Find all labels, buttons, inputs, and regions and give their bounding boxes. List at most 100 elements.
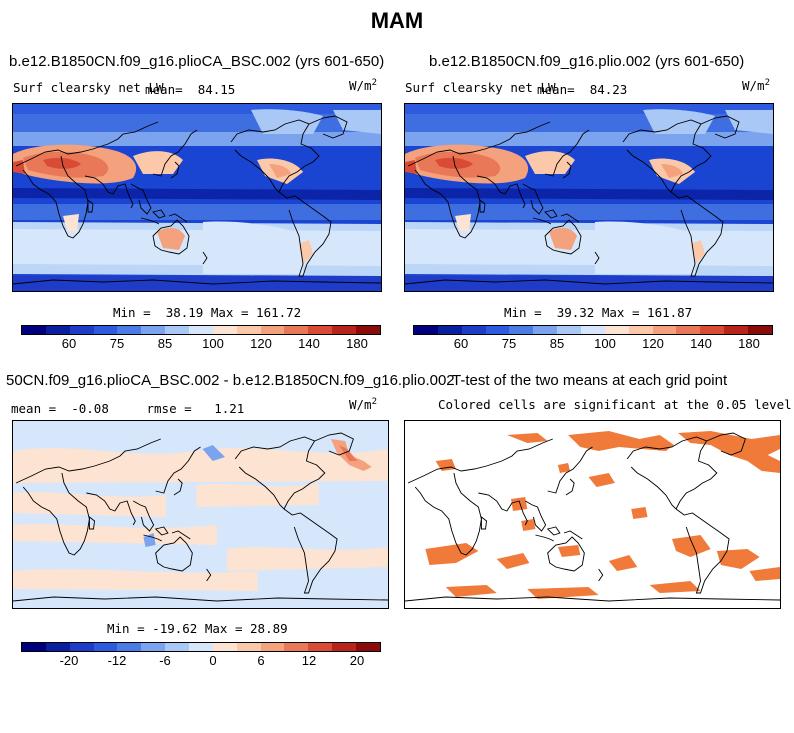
colorbar-swatch [117,643,142,651]
panel4-subtitle: Colored cells are significant at the 0.0… [438,397,792,412]
panel1-field-plot [13,104,381,291]
colorbar-swatch [117,326,142,334]
panel3-mean-label: mean = [11,401,57,416]
panel1-units-text: W/m [349,78,372,94]
colorbar-swatch [93,326,118,334]
colorbar-tick-label: -20 [59,653,79,668]
panel3-minmax: Min = -19.62 Max = 28.89 [107,621,288,636]
colorbar-tick-label: -6 [159,653,171,668]
panel1-mean-label: mean= [145,82,183,97]
panel3-rmse-label: rmse = [146,401,192,416]
colorbar-swatch [165,326,190,334]
colorbar-swatch [69,326,94,334]
panel1-units-exp: 2 [371,78,377,88]
colorbar-swatch [236,643,261,651]
colorbar-swatch [236,326,261,334]
colorbar-swatch [581,326,605,334]
panel2-max-value: 161.87 [647,305,693,320]
colorbar-swatch [22,643,46,651]
panel3-rmse-value: 1.21 [214,401,245,416]
panel2-field-label: Surf clearsky net LW [405,80,556,95]
colorbar-swatch [557,326,582,334]
colorbar-tick-label: 85 [157,336,173,351]
panel4-title: T-test of the two means at each grid poi… [452,372,728,389]
panel2-colorbar-ticks: 60 75 85 100 120 140 180 [413,336,773,354]
colorbar-swatch [141,643,166,651]
colorbar-swatch [356,326,380,334]
panel3-colorbar [21,642,381,652]
panel2-minmax: Min = 39.32 Max = 161.87 [504,305,692,320]
panel3-stats: mean = -0.08 rmse = 1.21 [11,401,244,416]
panel1-colorbar-ticks: 60 75 85 100 120 140 180 [21,336,381,354]
panel3-mean-value: -0.08 [71,401,109,416]
colorbar-tick-label: 60 [453,336,469,351]
colorbar-swatch [724,326,749,334]
colorbar-swatch [284,326,309,334]
colorbar-tick-label: 120 [250,336,272,351]
panel2-units: W/m2 [742,78,770,93]
panel2-min-label: Min = [504,305,542,320]
panel4-ttest-plot [405,421,780,608]
colorbar-swatch [332,326,357,334]
colorbar-swatch [141,326,166,334]
panel1-map [12,103,382,292]
colorbar-swatch [93,643,118,651]
panel2-units-exp: 2 [764,78,770,88]
colorbar-swatch [22,326,46,334]
panel2-colorbar [413,325,773,335]
colorbar-swatch [260,326,285,334]
colorbar-tick-label: 6 [257,653,265,668]
figure-title: MAM [370,8,424,33]
panel2-min-value: 39.32 [556,305,595,320]
colorbar-swatch [332,643,357,651]
colorbar-tick-label: 140 [298,336,320,351]
panel3-max-label: Max = [204,621,243,636]
colorbar-swatch [356,643,380,651]
colorbar-swatch [189,643,213,651]
colorbar-swatch [485,326,510,334]
panel1-max-value: 161.72 [256,305,302,320]
panel3-units-exp: 2 [371,397,377,407]
colorbar-tick-label: 0 [209,653,217,668]
panel3-colorbar-ticks: -20 -12 -6 0 6 12 20 [21,653,381,671]
colorbar-swatch [45,326,70,334]
colorbar-swatch [308,643,333,651]
panel3-min-label: Min = [107,621,145,636]
colorbar-tick-label: 85 [549,336,565,351]
panel1-title: b.e12.B1850CN.f09_g16.plioCA_BSC.002 (yr… [9,53,385,70]
colorbar-swatch [212,326,237,334]
colorbar-swatch [212,643,237,651]
panel3-max-value: 28.89 [250,621,288,636]
panel1-field-label: Surf clearsky net LW [13,80,164,95]
colorbar-swatch [676,326,701,334]
panel3-title: 50CN.f09_g16.plioCA_BSC.002 - b.e12.B185… [6,372,455,389]
colorbar-swatch [284,643,309,651]
colorbar-swatch [437,326,462,334]
panel2-field-plot [405,104,773,291]
colorbar-tick-label: 20 [349,653,365,668]
colorbar-swatch [628,326,653,334]
panel3-diff-plot [13,421,388,608]
panel1-minmax: Min = 38.19 Max = 161.72 [113,305,301,320]
panel3-map [12,420,389,609]
colorbar-swatch [509,326,534,334]
panel4-map [404,420,781,609]
colorbar-swatch [604,326,629,334]
colorbar-tick-label: 180 [738,336,760,351]
colorbar-tick-label: 12 [301,653,317,668]
panel1-mean-value: 84.15 [197,82,236,97]
colorbar-tick-label: 140 [690,336,712,351]
panel3-units: W/m2 [349,397,377,412]
colorbar-tick-label: 120 [642,336,664,351]
colorbar-swatch [165,643,190,651]
colorbar-swatch [461,326,486,334]
colorbar-swatch [45,643,70,651]
panel2-max-label: Max = [601,305,640,320]
colorbar-swatch [533,326,558,334]
panel3-min-value: -19.62 [152,621,198,636]
colorbar-tick-label: 75 [109,336,125,351]
panel2-map [404,103,774,292]
colorbar-tick-label: 100 [594,336,616,351]
colorbar-swatch [652,326,677,334]
colorbar-swatch [69,643,94,651]
